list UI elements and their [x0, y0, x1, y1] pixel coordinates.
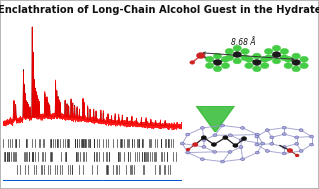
Circle shape: [223, 136, 227, 139]
Circle shape: [265, 129, 269, 132]
Circle shape: [239, 139, 243, 142]
Circle shape: [282, 133, 286, 136]
Circle shape: [225, 48, 234, 54]
Circle shape: [282, 152, 286, 155]
Circle shape: [213, 60, 222, 65]
Circle shape: [200, 158, 204, 161]
Text: Enclathration of Long-Chain Alcohol Guest in the Hydrate: Enclathration of Long-Chain Alcohol Gues…: [0, 5, 319, 15]
Circle shape: [282, 146, 286, 148]
Circle shape: [213, 134, 217, 137]
Circle shape: [228, 150, 232, 153]
Circle shape: [264, 48, 273, 54]
Circle shape: [242, 137, 246, 140]
Circle shape: [299, 150, 303, 152]
Circle shape: [264, 55, 273, 61]
Circle shape: [309, 143, 314, 146]
Circle shape: [292, 53, 300, 59]
Circle shape: [213, 150, 217, 153]
Circle shape: [272, 58, 281, 64]
Circle shape: [221, 56, 230, 62]
Polygon shape: [196, 106, 234, 132]
Circle shape: [241, 48, 249, 54]
Circle shape: [284, 56, 293, 62]
Circle shape: [205, 56, 214, 62]
Circle shape: [295, 136, 299, 139]
Circle shape: [309, 135, 314, 138]
Circle shape: [200, 126, 204, 129]
Circle shape: [213, 53, 222, 59]
Circle shape: [280, 48, 289, 54]
Circle shape: [299, 129, 303, 132]
Circle shape: [186, 133, 190, 136]
Circle shape: [225, 55, 234, 61]
Circle shape: [233, 58, 241, 64]
Circle shape: [270, 142, 274, 145]
Circle shape: [220, 124, 225, 127]
Circle shape: [180, 142, 184, 145]
Circle shape: [272, 52, 281, 57]
Circle shape: [221, 63, 230, 69]
Circle shape: [284, 63, 293, 69]
Circle shape: [300, 56, 308, 62]
Circle shape: [245, 56, 253, 62]
Circle shape: [261, 63, 269, 69]
Circle shape: [239, 146, 243, 149]
Circle shape: [280, 55, 289, 61]
Circle shape: [292, 60, 300, 65]
Circle shape: [253, 53, 261, 59]
Circle shape: [292, 66, 300, 72]
Circle shape: [233, 45, 241, 51]
Text: 8.68 Å: 8.68 Å: [231, 38, 255, 47]
Circle shape: [220, 160, 225, 163]
Circle shape: [245, 63, 253, 69]
Circle shape: [233, 52, 241, 57]
Circle shape: [197, 53, 205, 59]
Circle shape: [187, 149, 189, 150]
Circle shape: [212, 143, 216, 146]
Circle shape: [190, 61, 195, 64]
Circle shape: [295, 142, 299, 145]
Circle shape: [228, 134, 232, 137]
Circle shape: [288, 149, 292, 152]
Circle shape: [213, 66, 222, 72]
Circle shape: [186, 151, 190, 154]
Circle shape: [205, 63, 214, 69]
Circle shape: [255, 133, 259, 136]
Circle shape: [233, 144, 238, 147]
Circle shape: [272, 45, 281, 51]
Circle shape: [300, 63, 308, 69]
Circle shape: [241, 55, 249, 61]
Circle shape: [255, 135, 259, 138]
Circle shape: [296, 154, 299, 156]
Circle shape: [282, 126, 286, 129]
Circle shape: [270, 136, 274, 139]
Circle shape: [265, 150, 269, 152]
Circle shape: [202, 136, 206, 139]
Circle shape: [261, 142, 265, 145]
Circle shape: [255, 151, 259, 154]
Circle shape: [261, 56, 269, 62]
Circle shape: [202, 146, 206, 148]
Circle shape: [253, 60, 261, 65]
Circle shape: [255, 143, 259, 146]
Circle shape: [202, 139, 206, 141]
Circle shape: [241, 158, 245, 161]
Circle shape: [193, 143, 197, 146]
Circle shape: [253, 66, 261, 72]
Circle shape: [241, 126, 245, 129]
